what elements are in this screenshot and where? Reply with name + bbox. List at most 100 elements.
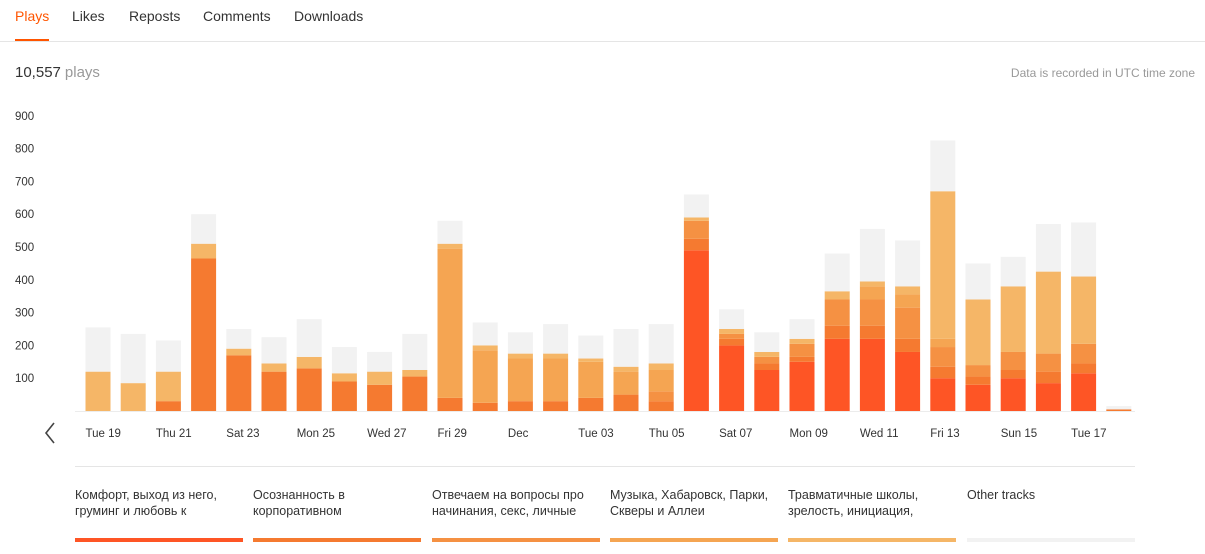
tab-reposts[interactable]: Reposts	[129, 8, 181, 24]
bar-segment[interactable]	[1000, 378, 1026, 411]
bar-stack[interactable]	[437, 220, 463, 411]
bar-segment[interactable]	[472, 322, 498, 346]
bar-segment[interactable]	[789, 361, 815, 411]
bar-segment[interactable]	[120, 383, 146, 411]
bar-segment[interactable]	[1071, 343, 1097, 364]
bar-segment[interactable]	[754, 351, 780, 357]
bar-segment[interactable]	[1106, 406, 1132, 410]
bar-segment[interactable]	[578, 361, 604, 398]
bar-segment[interactable]	[895, 294, 921, 308]
bar-segment[interactable]	[367, 384, 393, 411]
bar-segment[interactable]	[1000, 351, 1026, 370]
bar-segment[interactable]	[719, 333, 745, 339]
bar-segment[interactable]	[683, 194, 709, 218]
bar-stack[interactable]	[683, 194, 709, 411]
bar-stack[interactable]	[1071, 222, 1097, 411]
bar-segment[interactable]	[648, 363, 674, 370]
bar-segment[interactable]	[895, 240, 921, 287]
bar-segment[interactable]	[331, 381, 357, 411]
bar-segment[interactable]	[719, 338, 745, 346]
bar-segment[interactable]	[1035, 271, 1061, 354]
bar-segment[interactable]	[120, 333, 146, 384]
bar-stack[interactable]	[965, 263, 991, 411]
bar-stack[interactable]	[261, 337, 287, 411]
bar-stack[interactable]	[191, 214, 217, 411]
bar-segment[interactable]	[226, 355, 252, 411]
bar-stack[interactable]	[120, 333, 146, 411]
bar-segment[interactable]	[824, 325, 850, 339]
bar-segment[interactable]	[824, 299, 850, 326]
bar-segment[interactable]	[895, 338, 921, 352]
bar-segment[interactable]	[1071, 363, 1097, 374]
bar-segment[interactable]	[1000, 286, 1026, 352]
legend-item-track-4[interactable]: Музыка, Хабаровск, Парки, Скверы и Аллеи	[610, 487, 780, 547]
bar-segment[interactable]	[191, 214, 217, 244]
bar-segment[interactable]	[930, 338, 956, 348]
bar-segment[interactable]	[930, 378, 956, 411]
bar-stack[interactable]	[1106, 406, 1132, 411]
bar-segment[interactable]	[859, 286, 885, 300]
bar-segment[interactable]	[683, 220, 709, 239]
bar-segment[interactable]	[261, 371, 287, 411]
bar-segment[interactable]	[437, 243, 463, 249]
bar-segment[interactable]	[895, 307, 921, 339]
bar-segment[interactable]	[437, 248, 463, 398]
bar-segment[interactable]	[296, 319, 322, 357]
bar-segment[interactable]	[824, 253, 850, 292]
legend-item-track-2[interactable]: Осознанность в корпоративном	[253, 487, 423, 547]
bar-stack[interactable]	[155, 340, 181, 411]
bar-segment[interactable]	[719, 309, 745, 329]
bar-segment[interactable]	[824, 338, 850, 411]
bar-segment[interactable]	[437, 397, 463, 411]
bar-segment[interactable]	[367, 351, 393, 372]
bar-segment[interactable]	[859, 228, 885, 282]
bar-segment[interactable]	[155, 340, 181, 372]
legend-item-other-tracks[interactable]: Other tracks	[967, 487, 1137, 547]
bar-segment[interactable]	[543, 358, 569, 402]
bar-segment[interactable]	[1071, 276, 1097, 344]
bar-stack[interactable]	[85, 327, 111, 411]
bar-segment[interactable]	[965, 299, 991, 366]
bar-segment[interactable]	[261, 363, 287, 372]
bar-segment[interactable]	[1035, 383, 1061, 411]
bar-segment[interactable]	[965, 376, 991, 385]
bar-segment[interactable]	[331, 347, 357, 374]
bar-segment[interactable]	[507, 332, 533, 354]
bar-segment[interactable]	[648, 324, 674, 364]
bar-segment[interactable]	[965, 384, 991, 411]
bar-segment[interactable]	[1035, 224, 1061, 272]
bar-segment[interactable]	[648, 391, 674, 402]
bar-stack[interactable]	[719, 309, 745, 411]
bar-segment[interactable]	[543, 401, 569, 411]
legend-item-track-3[interactable]: Отвечаем на вопросы про начинания, секс,…	[432, 487, 602, 547]
bar-segment[interactable]	[613, 329, 639, 367]
bar-segment[interactable]	[789, 343, 815, 357]
bar-segment[interactable]	[543, 324, 569, 354]
bar-segment[interactable]	[613, 371, 639, 395]
bar-segment[interactable]	[683, 250, 709, 411]
bar-stack[interactable]	[226, 329, 252, 411]
bar-segment[interactable]	[1071, 222, 1097, 277]
bar-stack[interactable]	[296, 319, 322, 411]
bar-segment[interactable]	[261, 337, 287, 364]
bar-segment[interactable]	[930, 347, 956, 367]
bar-stack[interactable]	[895, 240, 921, 411]
bar-segment[interactable]	[402, 376, 428, 411]
bar-stack[interactable]	[367, 351, 393, 411]
bar-segment[interactable]	[191, 243, 217, 259]
bar-segment[interactable]	[472, 345, 498, 351]
bar-segment[interactable]	[1000, 370, 1026, 379]
bar-segment[interactable]	[754, 363, 780, 370]
bar-segment[interactable]	[789, 319, 815, 339]
bar-segment[interactable]	[719, 345, 745, 411]
bar-segment[interactable]	[578, 358, 604, 362]
bar-segment[interactable]	[1035, 353, 1061, 372]
bar-segment[interactable]	[965, 263, 991, 300]
bar-segment[interactable]	[648, 401, 674, 411]
bar-segment[interactable]	[859, 325, 885, 339]
bar-segment[interactable]	[543, 353, 569, 359]
bar-segment[interactable]	[296, 368, 322, 411]
bar-segment[interactable]	[1035, 371, 1061, 384]
bar-segment[interactable]	[789, 338, 815, 344]
bar-segment[interactable]	[191, 258, 217, 411]
